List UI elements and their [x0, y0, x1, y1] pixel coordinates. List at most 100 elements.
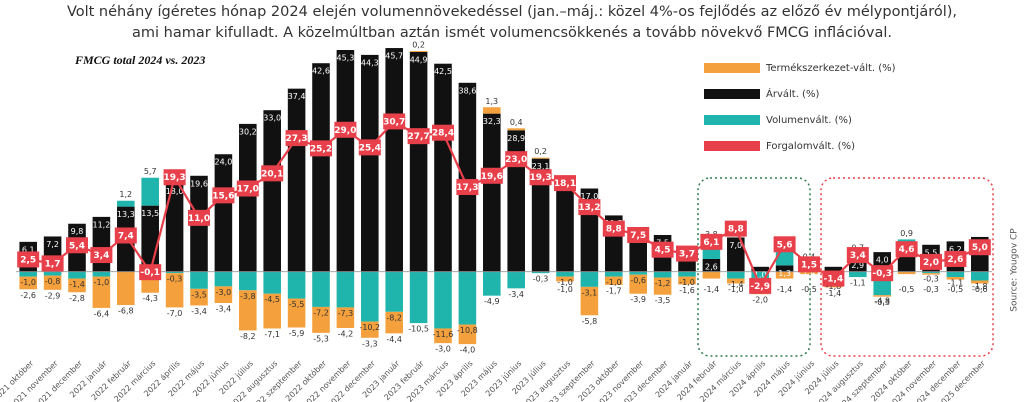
value-label: -0,3 — [874, 298, 890, 307]
line-label-box — [822, 270, 845, 287]
bar-segment — [580, 286, 599, 316]
value-label: -3,5 — [655, 296, 671, 305]
bar-segment — [117, 271, 135, 305]
value-label: 4,0 — [876, 256, 889, 265]
line-value-label: 2,0 — [923, 258, 939, 268]
line-value-label: 25,4 — [359, 143, 381, 153]
value-label: 1,3 — [485, 97, 498, 106]
line-label-box — [383, 113, 406, 130]
value-label: -0,5 — [801, 285, 817, 294]
value-label: -7,0 — [167, 309, 183, 318]
line-value-label: 17,0 — [237, 185, 259, 195]
bar-segment — [361, 271, 379, 322]
bar-segment — [361, 54, 379, 272]
bar-segment — [214, 286, 233, 304]
bar-segment — [946, 271, 965, 278]
bar-segment — [751, 266, 769, 272]
bar-segment — [287, 298, 306, 328]
line-label-box — [724, 220, 747, 237]
value-label: 32,3 — [483, 117, 501, 126]
line-label-box — [114, 227, 137, 244]
bar-segment — [483, 271, 501, 296]
bar-segment — [385, 271, 403, 312]
value-label: 30,2 — [239, 127, 257, 136]
legend-swatch — [704, 63, 760, 73]
value-label: -4,4 — [386, 335, 402, 344]
value-label: -4,0 — [460, 346, 476, 355]
value-label: -3,5 — [191, 290, 207, 299]
value-label: -5,5 — [289, 300, 305, 309]
bar-segment — [117, 200, 135, 207]
line-label-box — [261, 165, 284, 182]
bar-segment — [385, 311, 403, 334]
value-label: -0,5 — [948, 285, 964, 294]
value-label: -0,3 — [923, 285, 939, 294]
line-label-box — [41, 255, 64, 272]
bar-segment — [727, 271, 745, 279]
bar-segment — [287, 88, 306, 272]
value-label: -6,4 — [94, 309, 110, 318]
value-label: 24,0 — [214, 158, 232, 167]
value-label: -4,8 — [874, 297, 890, 306]
line-value-label: 7,4 — [118, 231, 134, 241]
line-label-box — [602, 220, 625, 237]
line-label-box — [700, 233, 723, 250]
bar-segment — [556, 276, 574, 282]
value-label: -0,5 — [899, 285, 915, 294]
value-label: -10,8 — [457, 326, 478, 335]
line-label-box — [798, 256, 820, 273]
chart-title: Volt néhány ígéretes hónap 2024 elején v… — [67, 4, 957, 20]
line-value-label: -0,1 — [140, 268, 160, 278]
line-label-box — [139, 264, 162, 281]
line-label-box — [285, 130, 308, 147]
line-value-label: 23,0 — [505, 155, 527, 165]
bar-segment — [653, 277, 672, 295]
bar-segment — [409, 271, 428, 324]
bar-segment — [775, 265, 794, 272]
line-value-label: 25,2 — [310, 144, 332, 154]
line-value-label: 7,5 — [630, 231, 646, 241]
bar-segment — [727, 237, 745, 272]
value-label: 45,3 — [336, 54, 354, 63]
value-label: -3,0 — [216, 288, 232, 297]
bar-segment — [263, 293, 281, 329]
value-label: -1,4 — [704, 285, 720, 294]
line-value-label: 17,3 — [456, 183, 478, 193]
line-label-box — [578, 199, 601, 216]
bar-segment — [629, 271, 647, 275]
bar-segment — [653, 271, 672, 278]
legend-swatch — [704, 115, 760, 125]
value-label: -2,8 — [69, 294, 85, 303]
line-label-box — [505, 151, 528, 168]
value-label: 5,5 — [925, 248, 938, 257]
value-label: -1,0 — [557, 285, 573, 294]
bar-segment — [239, 123, 257, 272]
value-label: 0,4 — [510, 118, 523, 127]
value-label: -1,4 — [777, 285, 793, 294]
value-label: -4,3 — [142, 294, 158, 303]
line-value-label: 29,0 — [334, 126, 356, 136]
line-value-label: 19,6 — [481, 172, 503, 182]
value-label: -1,8 — [972, 282, 988, 291]
line-label-box — [480, 167, 503, 184]
bar-segment — [507, 271, 525, 289]
line-value-label: 19,3 — [529, 173, 551, 183]
value-label: -4,5 — [264, 295, 280, 304]
bar-segment — [312, 306, 330, 333]
value-label: 1,3 — [778, 269, 791, 278]
bar-segment — [214, 154, 233, 272]
value-label: 2,6 — [705, 262, 718, 271]
value-label: 0,9 — [900, 229, 913, 238]
bar-segment — [483, 107, 501, 114]
bar-segment — [190, 288, 208, 306]
bar-segment — [239, 271, 257, 291]
bar-segment — [678, 276, 696, 285]
bar-segment — [629, 274, 647, 294]
line-value-label: 27,3 — [285, 134, 307, 144]
bar-segment — [971, 271, 989, 281]
line-value-label: 1,7 — [45, 259, 61, 269]
line-label-box — [407, 128, 430, 145]
line-value-label: 20,1 — [261, 169, 283, 179]
line-label-box — [920, 253, 942, 270]
